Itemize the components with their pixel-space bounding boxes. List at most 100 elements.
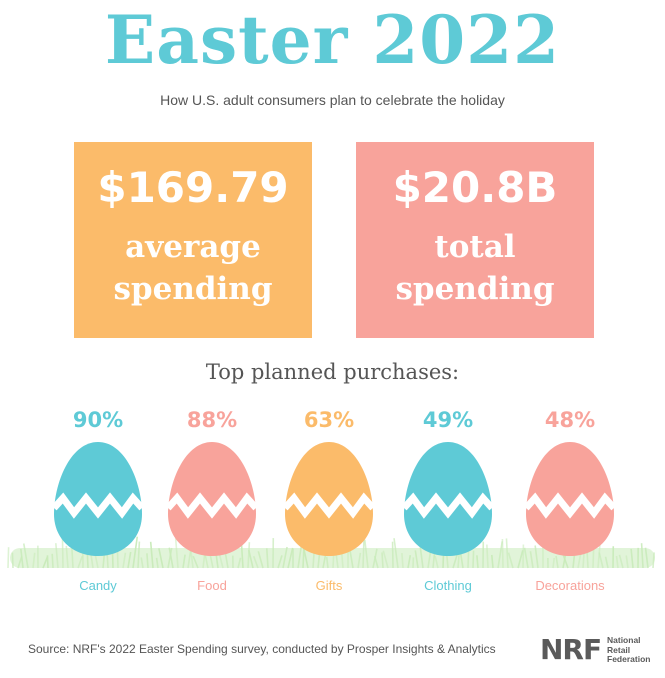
grass-blade	[393, 538, 399, 569]
nrf-logo: NRF National Retail Federation	[540, 634, 660, 670]
grass-blade	[644, 547, 649, 569]
grass-blade	[140, 557, 144, 569]
purchases-heading: Top planned purchases:	[205, 360, 460, 384]
nrf-logo-line2: Retail	[607, 644, 631, 655]
grass-blade	[414, 550, 419, 569]
grass-blade	[277, 555, 283, 569]
grass-blade	[247, 549, 254, 569]
egg-item-gifts: 63% Gifts	[269, 400, 389, 600]
grass-blade	[7, 547, 10, 569]
nrf-logo-line3: Federation	[607, 654, 651, 664]
nrf-logo-line1: National	[607, 635, 641, 645]
grass-blade	[257, 551, 264, 569]
grass-blade	[77, 555, 84, 569]
average-spending-label: average spending	[74, 226, 312, 310]
egg-label: Clothing	[424, 578, 472, 593]
grass-blade	[146, 553, 149, 569]
grass-blade	[604, 556, 609, 569]
grass-blade	[434, 555, 439, 569]
egg-label: Food	[197, 578, 227, 593]
grass-blade	[168, 547, 174, 569]
page-title: Easter 2022	[104, 1, 561, 79]
grass-blade	[363, 539, 369, 569]
grass-blade	[127, 551, 132, 569]
nrf-logo-name: National Retail Federation	[607, 635, 665, 665]
average-spending-label-line2: spending	[113, 271, 273, 307]
grass-blade	[325, 556, 329, 569]
grass-blade	[373, 555, 379, 569]
grass-blade	[237, 557, 242, 569]
grass-blade	[137, 541, 141, 569]
total-spending-label-line1: total	[434, 229, 516, 265]
grass-blade	[486, 544, 489, 569]
egg-label: Candy	[79, 578, 117, 593]
egg-icon	[524, 442, 616, 556]
grass-blade	[218, 554, 224, 569]
grass-blade	[615, 555, 619, 569]
nrf-logo-mark: NRF	[540, 633, 602, 666]
page-subtitle: How U.S. adult consumers plan to celebra…	[160, 92, 505, 108]
grass-blade	[302, 548, 309, 569]
grass-blade	[22, 543, 29, 569]
grass-blade	[652, 552, 655, 569]
egg-item-candy: 90% Candy	[38, 400, 158, 600]
grass-blade	[507, 552, 514, 569]
total-spending-label: total spending	[356, 226, 594, 310]
grass-blade	[555, 555, 559, 569]
grass-blade	[517, 550, 524, 569]
grass-blade	[618, 554, 624, 569]
grass-blade	[132, 536, 139, 569]
total-spending-amount: $20.8B	[392, 163, 558, 212]
egg-label: Gifts	[315, 578, 343, 593]
grass-blade	[46, 555, 49, 569]
egg-percent: 49%	[422, 408, 474, 432]
total-spending-label-line2: spending	[395, 271, 555, 307]
grass-blade	[51, 553, 54, 569]
total-spending-box: $20.8B total spending	[356, 142, 594, 338]
grass-blade	[407, 555, 412, 569]
grass-blade	[529, 551, 534, 569]
grass-blade	[65, 545, 69, 569]
grass-blade	[501, 538, 504, 569]
grass-blade	[598, 552, 604, 569]
grass-blade	[158, 548, 164, 569]
grass-blade	[167, 547, 173, 569]
egg-percent: 90%	[72, 408, 124, 432]
grass-blade	[625, 555, 629, 569]
average-spending-box: $169.79 average spending	[74, 142, 312, 338]
grass-blade	[630, 548, 634, 569]
egg-percent: 48%	[544, 408, 596, 432]
grass-blade	[32, 552, 36, 569]
egg-percent: 88%	[186, 408, 238, 432]
average-spending-amount: $169.79	[97, 163, 289, 212]
grass-blade	[149, 541, 154, 569]
egg-percent: 63%	[303, 408, 355, 432]
grass-blade	[640, 543, 644, 569]
grass-blade	[382, 550, 389, 569]
grass-blade	[182, 554, 186, 569]
egg-item-food: 88% Food	[152, 400, 272, 600]
egg-item-decorations: 48% Decorations	[510, 400, 630, 600]
grass-blade	[401, 553, 404, 569]
egg-icon	[52, 442, 144, 556]
grass-blade	[122, 552, 127, 569]
grass-blade	[11, 552, 14, 569]
egg-icon	[166, 442, 258, 556]
egg-icon	[283, 442, 375, 556]
egg-label: Decorations	[535, 578, 605, 593]
grass-blade	[381, 552, 384, 569]
average-spending-label-line1: average	[125, 229, 261, 265]
grass-blade	[476, 555, 479, 569]
grass-blade	[192, 555, 199, 569]
grass-blade	[534, 545, 539, 569]
grass-blade	[357, 552, 362, 569]
grass-blade	[282, 546, 288, 569]
egg-icon	[402, 442, 494, 556]
egg-item-clothing: 49% Clothing	[388, 400, 508, 600]
grass-blade	[452, 554, 458, 569]
grass-blade	[472, 550, 475, 569]
grass-blade	[252, 555, 259, 569]
grass-blade	[552, 557, 555, 569]
grass-blade	[20, 548, 24, 569]
